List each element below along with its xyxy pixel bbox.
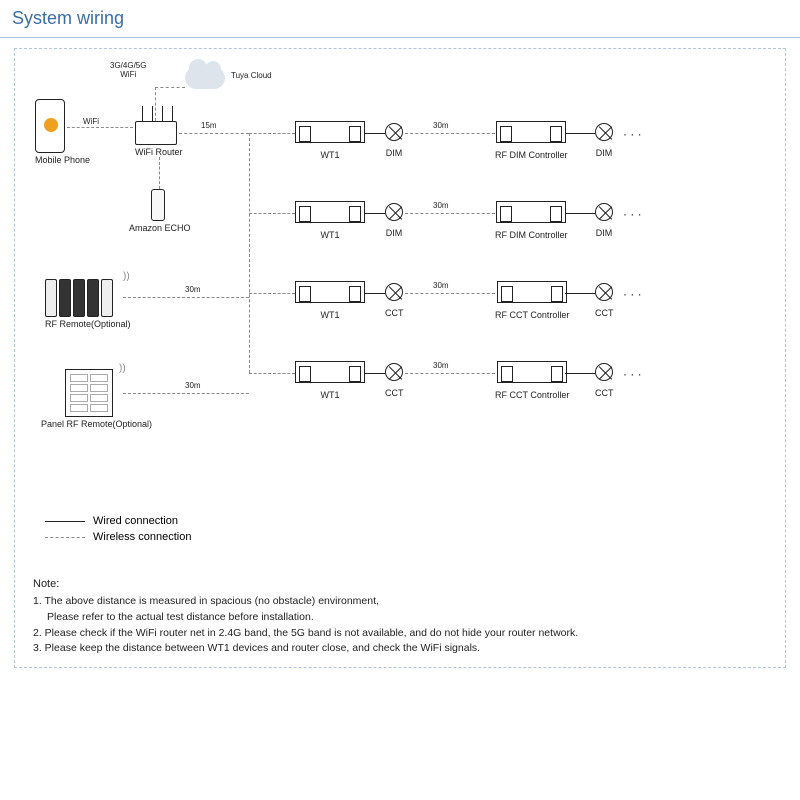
wire-rfremote	[123, 297, 249, 298]
legend-wireless: Wireless connection	[93, 531, 191, 543]
wire-row2-in	[249, 213, 295, 214]
lamp-row1-right: DIM	[595, 123, 613, 158]
dist-rfremote: 30m	[185, 285, 201, 294]
diagram-container: 3G/4G/5G WiFi Tuya Cloud Mobile Phone Wi…	[14, 48, 786, 668]
legend: Wired connection Wireless connection	[45, 515, 191, 547]
dist-panelremote: 30m	[185, 381, 201, 390]
wire-panelremote	[123, 393, 249, 394]
wire-row1-in	[249, 133, 295, 134]
rfctrl-row3: RF CCT Controller	[495, 281, 569, 320]
wire-row2-b	[565, 213, 595, 214]
rfctrl-row1: RF DIM Controller	[495, 121, 568, 160]
dist-row2: 30m	[433, 201, 449, 210]
cloud-icon	[185, 67, 225, 89]
wt1-row3: WT1	[295, 281, 365, 320]
wire-router-bus	[179, 133, 249, 134]
wire-row4-a	[365, 373, 385, 374]
wt1-row1: WT1	[295, 121, 365, 160]
wire-row3-b	[565, 293, 595, 294]
wire-row1-b	[565, 133, 595, 134]
rf-wave-icon: ))	[119, 363, 126, 374]
mobile-phone: Mobile Phone	[35, 99, 90, 165]
page-title: System wiring	[0, 0, 800, 38]
panel-remote: Panel RF Remote(Optional)	[65, 369, 152, 429]
notes: Note: 1. The above distance is measured …	[33, 576, 767, 658]
wire-row4-mid	[405, 373, 495, 374]
phone-conn-label: WiFi	[83, 117, 99, 126]
dist-row4: 30m	[433, 361, 449, 370]
wire-router-echo	[159, 157, 160, 189]
lamp-row4-right: CCT	[595, 363, 614, 398]
rf-remote: RF Remote(Optional)	[45, 279, 131, 329]
dist-row1: 30m	[433, 121, 449, 130]
cloud-top-label: 3G/4G/5G WiFi	[110, 61, 146, 79]
lamp-row2-left: DIM	[385, 203, 403, 238]
wire-row1-a	[365, 133, 385, 134]
rf-wave-icon: ))	[123, 271, 130, 282]
ellipsis-icon: · · ·	[623, 127, 642, 141]
rfctrl-row4: RF CCT Controller	[495, 361, 569, 400]
wire-router-cloud-v	[155, 87, 156, 121]
dist-router-wt: 15m	[201, 121, 217, 130]
wire-phone-router	[67, 127, 133, 128]
wire-row2-a	[365, 213, 385, 214]
rfctrl-row2: RF DIM Controller	[495, 201, 568, 240]
wt1-row4: WT1	[295, 361, 365, 400]
lamp-row3-left: CCT	[385, 283, 404, 318]
wire-bus-vertical	[249, 133, 250, 373]
wt1-row2: WT1	[295, 201, 365, 240]
lamp-row1-left: DIM	[385, 123, 403, 158]
dist-row3: 30m	[433, 281, 449, 290]
wire-row2-mid	[405, 213, 495, 214]
wire-row3-mid	[405, 293, 495, 294]
wire-row3-in	[249, 293, 295, 294]
wire-row1-mid	[405, 133, 495, 134]
ellipsis-icon: · · ·	[623, 367, 642, 381]
ellipsis-icon: · · ·	[623, 287, 642, 301]
lamp-row3-right: CCT	[595, 283, 614, 318]
wifi-router: WiFi Router	[135, 121, 183, 157]
cloud-name: Tuya Cloud	[231, 71, 272, 80]
wire-row4-in	[249, 373, 295, 374]
amazon-echo: Amazon ECHO	[151, 189, 191, 233]
wire-row3-a	[365, 293, 385, 294]
ellipsis-icon: · · ·	[623, 207, 642, 221]
lamp-row4-left: CCT	[385, 363, 404, 398]
wire-router-cloud-h	[155, 87, 185, 88]
legend-wired: Wired connection	[93, 515, 178, 527]
lamp-row2-right: DIM	[595, 203, 613, 238]
wire-row4-b	[565, 373, 595, 374]
